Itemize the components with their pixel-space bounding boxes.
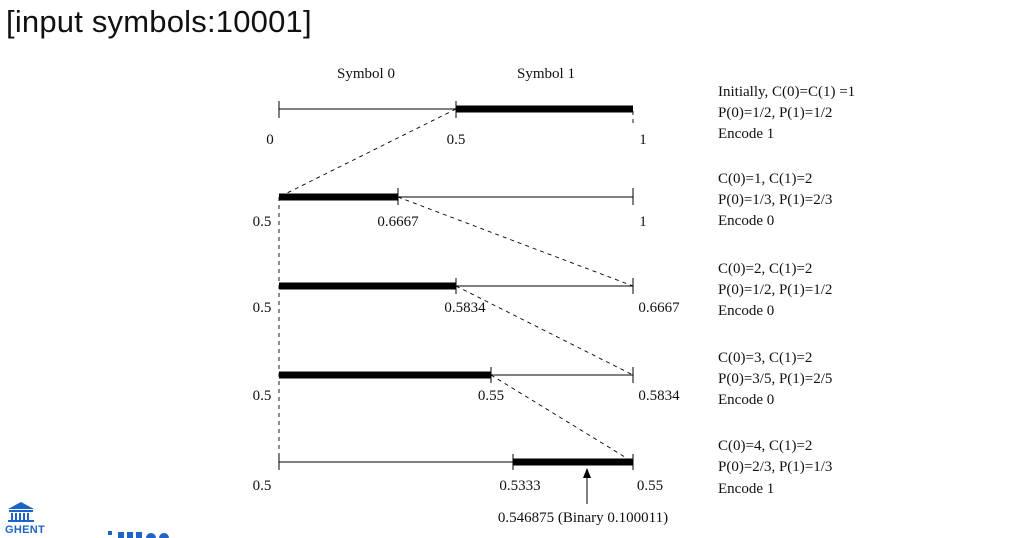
row4-note-probs: P(0)=3/5, P(1)=2/5 (718, 371, 832, 387)
row3-mid-label: 0.5834 (444, 300, 486, 316)
row2-note-counts: C(0)=1, C(1)=2 (718, 171, 812, 187)
page-title: [input symbols:10001] (6, 4, 312, 39)
final-value-label: 0.546875 (Binary 0.100011) (498, 510, 668, 526)
interval-row-4: 0.5 0.55 0.5834 (253, 367, 680, 404)
interval-row-3: 0.5 0.5834 0.6667 (253, 278, 680, 316)
dashed-connectors (278, 108, 634, 463)
notes-row-5: C(0)=4, C(1)=2 P(0)=2/3, P(1)=1/3 Encode… (718, 438, 832, 497)
row4-mid-label: 0.55 (478, 388, 504, 404)
notes-row-2: C(0)=1, C(1)=2 P(0)=1/3, P(1)=2/3 Encode… (718, 171, 832, 229)
row1-note-probs: P(0)=1/2, P(1)=1/2 (718, 105, 832, 121)
row2-mid-label: 0.6667 (377, 214, 419, 230)
final-value-arrow (583, 468, 591, 504)
row3-right-label: 0.6667 (638, 300, 680, 316)
row2-right-label: 1 (639, 214, 647, 230)
row5-note-probs: P(0)=2/3, P(1)=1/3 (718, 459, 832, 475)
row3-note-probs: P(0)=1/2, P(1)=1/2 (718, 282, 832, 298)
row1-mid-label: 0.5 (447, 132, 466, 148)
university-building-icon (8, 502, 34, 522)
row3-note-counts: C(0)=2, C(1)=2 (718, 261, 812, 277)
row5-left-label: 0.5 (253, 478, 272, 494)
brand-logo-icon (108, 531, 169, 538)
row1-right-label: 1 (639, 132, 647, 148)
row1-note-encode: Encode 1 (718, 126, 774, 142)
row5-note-encode: Encode 1 (718, 481, 774, 497)
symbol1-header: Symbol 1 (517, 66, 575, 82)
university-logo-text: GHENT (5, 524, 45, 536)
interval-row-5: 0.5 0.5333 0.55 (253, 454, 663, 494)
row2-note-probs: P(0)=1/3, P(1)=2/3 (718, 192, 832, 208)
row1-left-label: 0 (266, 132, 274, 148)
row4-left-label: 0.5 (253, 388, 272, 404)
row1-note-counts: Initially, C(0)=C(1) =1 (718, 84, 855, 100)
row5-note-counts: C(0)=4, C(1)=2 (718, 438, 812, 454)
symbol0-header: Symbol 0 (337, 66, 395, 82)
notes-row-1: Initially, C(0)=C(1) =1 P(0)=1/2, P(1)=1… (718, 84, 855, 142)
row3-left-label: 0.5 (253, 300, 272, 316)
row4-right-label: 0.5834 (638, 388, 680, 404)
row4-note-encode: Encode 0 (718, 392, 774, 408)
row5-right-label: 0.55 (637, 478, 663, 494)
row2-left-label: 0.5 (253, 214, 272, 230)
notes-row-3: C(0)=2, C(1)=2 P(0)=1/2, P(1)=1/2 Encode… (718, 261, 832, 319)
interval-row-1: 0 0.5 1 (266, 101, 647, 148)
row3-note-encode: Encode 0 (718, 303, 774, 319)
row4-note-counts: C(0)=3, C(1)=2 (718, 350, 812, 366)
row5-mid-label: 0.5333 (499, 478, 540, 494)
row2-note-encode: Encode 0 (718, 213, 774, 229)
notes-row-4: C(0)=3, C(1)=2 P(0)=3/5, P(1)=2/5 Encode… (718, 350, 832, 408)
interval-row-2: 0.5 0.6667 1 (253, 188, 647, 230)
